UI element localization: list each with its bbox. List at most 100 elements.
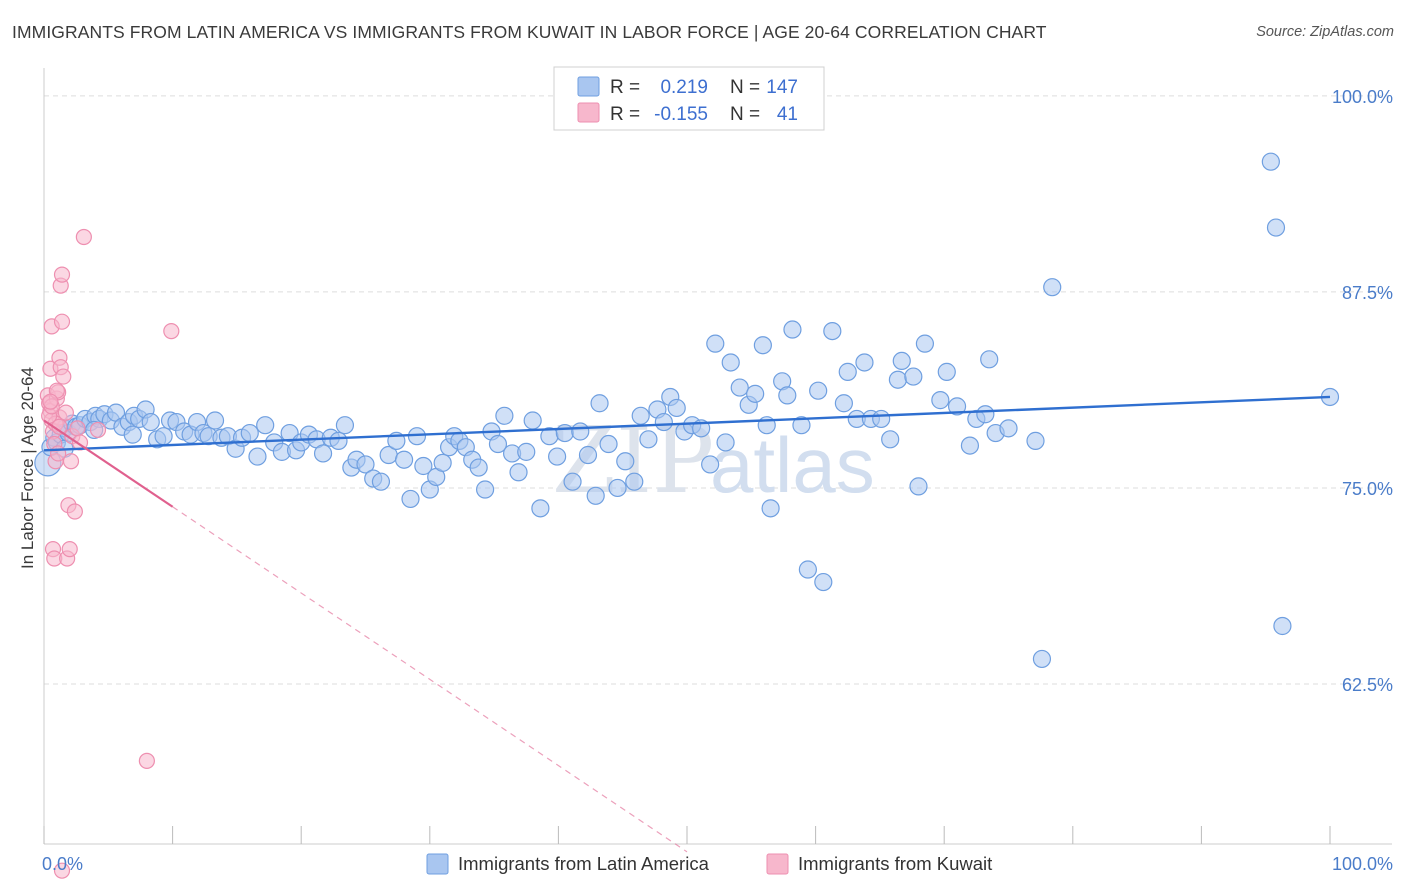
series-layer [34, 152, 1340, 879]
point-latin-america-39 [256, 416, 275, 435]
point-latin-america-133 [947, 397, 967, 416]
point-latin-america-127 [888, 370, 908, 389]
point-latin-america-79 [531, 499, 550, 518]
point-latin-america-126 [892, 351, 911, 370]
point-latin-america-117 [814, 572, 833, 592]
point-latin-america-91 [625, 472, 644, 491]
legend-n-label-kuwait: N = [730, 104, 760, 125]
point-latin-america-142 [1043, 278, 1062, 297]
point-latin-america-103 [716, 433, 735, 452]
point-latin-america-108 [753, 336, 772, 355]
point-latin-america-84 [571, 422, 590, 441]
bottom-legend-label-latin-america: Immigrants from Latin America [458, 853, 710, 874]
point-latin-america-118 [823, 321, 842, 341]
point-latin-america-95 [654, 412, 673, 432]
y-tick-labels: 62.5% 75.0% 87.5% 100.0% [1332, 87, 1393, 695]
y-tick-label-1: 75.0% [1342, 479, 1393, 499]
point-latin-america-134 [960, 436, 980, 455]
y-axis-label: In Labor Force | Age 20-64 [18, 367, 37, 569]
point-latin-america-110 [761, 499, 780, 518]
grid-layer [44, 95, 1392, 685]
trendline-kuwait-dashed [172, 506, 688, 853]
legend-swatch-kuwait [577, 102, 600, 123]
point-latin-america-137 [980, 350, 999, 369]
point-kuwait-39 [53, 862, 71, 879]
point-latin-america-141 [1032, 649, 1052, 669]
point-latin-america-55 [371, 472, 391, 491]
point-kuwait-19 [55, 368, 72, 385]
point-latin-america-128 [904, 367, 923, 386]
point-latin-america-89 [608, 478, 627, 498]
point-latin-america-105 [730, 378, 749, 397]
x-tick-label-1: 100.0% [1332, 854, 1393, 874]
point-latin-america-101 [701, 455, 720, 474]
point-latin-america-104 [721, 353, 740, 372]
point-kuwait-32 [89, 421, 107, 439]
point-latin-america-92 [631, 406, 650, 425]
point-kuwait-25 [61, 541, 78, 558]
point-latin-america-81 [548, 447, 567, 466]
point-latin-america-113 [783, 320, 802, 339]
point-latin-america-22 [141, 412, 160, 432]
point-latin-america-53 [356, 455, 375, 474]
legend-r-value-kuwait: -0.155 [654, 104, 708, 125]
point-kuwait-28 [66, 503, 83, 520]
point-latin-america-149 [123, 425, 142, 444]
point-latin-america-24 [154, 427, 173, 446]
trend-layer [43, 395, 1331, 853]
y-tick-label-3: 100.0% [1332, 87, 1393, 107]
y-tick-label-2: 87.5% [1342, 283, 1393, 303]
point-latin-america-93 [639, 430, 658, 449]
point-latin-america-140 [1026, 431, 1045, 450]
point-kuwait-38 [138, 752, 155, 769]
point-latin-america-125 [881, 430, 900, 449]
point-latin-america-50 [335, 416, 355, 435]
point-latin-america-76 [509, 463, 528, 482]
point-latin-america-85 [578, 445, 598, 465]
point-latin-america-64 [433, 453, 452, 472]
legend-swatch-latin-america [577, 76, 600, 97]
point-kuwait-29 [69, 420, 86, 437]
series-latin-america [34, 152, 1340, 669]
point-latin-america-83 [563, 472, 582, 491]
point-latin-america-61 [414, 456, 433, 476]
chart-title: IMMIGRANTS FROM LATIN AMERICA VS IMMIGRA… [12, 22, 1047, 42]
legend-n-label-latin-america: N = [730, 77, 760, 98]
point-latin-america-88 [599, 434, 618, 454]
bottom-legend-swatch-latin-america [426, 853, 449, 875]
point-kuwait-22 [57, 404, 74, 421]
point-latin-america-116 [809, 381, 828, 400]
point-latin-america-97 [667, 398, 686, 418]
point-latin-america-102 [706, 334, 725, 353]
point-latin-america-49 [329, 431, 348, 450]
point-latin-america-115 [798, 560, 817, 579]
point-latin-america-70 [469, 458, 488, 477]
legend-n-value-kuwait: 41 [777, 104, 798, 125]
legend-n-value-latin-america: 147 [766, 77, 798, 98]
legend-r-value-latin-america: 0.219 [660, 77, 708, 98]
point-latin-america-59 [401, 489, 420, 509]
chart-source: Source: ZipAtlas.com [1256, 24, 1394, 40]
point-latin-america-78 [523, 411, 542, 430]
point-latin-america-143 [1266, 218, 1286, 237]
point-latin-america-114 [792, 416, 811, 435]
point-latin-america-82 [555, 423, 574, 443]
point-latin-america-73 [488, 434, 508, 454]
point-kuwait-26 [62, 453, 80, 470]
point-kuwait-21 [53, 266, 71, 283]
point-latin-america-119 [834, 394, 853, 413]
point-latin-america-87 [590, 394, 609, 413]
point-latin-america-131 [931, 391, 950, 410]
point-kuwait-18 [53, 313, 71, 330]
x-tick-label-0: 0.0% [42, 854, 83, 874]
point-latin-america-132 [937, 362, 956, 381]
point-latin-america-38 [248, 447, 267, 466]
point-kuwait-40 [42, 393, 59, 410]
point-kuwait-37 [163, 322, 180, 340]
point-latin-america-71 [475, 480, 495, 499]
correlation-legend: R = 0.219 N = 147 R = -0.155 N = 41 [553, 66, 825, 131]
trendline-latin-america [43, 395, 1331, 452]
point-latin-america-136 [976, 405, 995, 424]
point-latin-america-145 [1273, 616, 1292, 636]
